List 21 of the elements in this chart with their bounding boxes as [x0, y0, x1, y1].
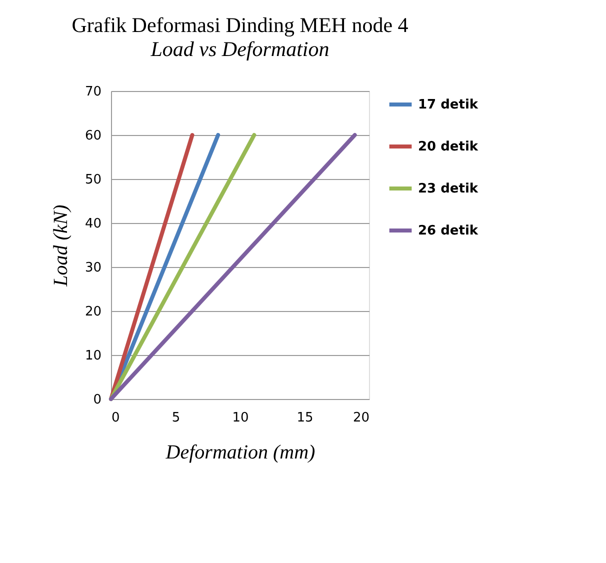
x-tick-label: 0 — [112, 410, 120, 426]
y-axis-title: Load (kN) — [50, 204, 72, 288]
y-tick-label: 0 — [93, 392, 102, 408]
y-tick-label: 20 — [84, 304, 102, 320]
y-tick-label: 10 — [84, 348, 102, 364]
y-tick-label: 30 — [84, 260, 102, 276]
y-tick-label: 40 — [84, 216, 102, 232]
chart-subtitle: Load vs Deformation — [150, 37, 330, 61]
y-tick-label: 60 — [84, 128, 102, 144]
legend-label: 17 detik — [418, 98, 478, 112]
x-tick-label: 10 — [232, 410, 249, 426]
chart-title: Grafik Deformasi Dinding MEH node 4 — [72, 13, 409, 37]
y-tick-label: 70 — [84, 84, 102, 100]
x-axis-title: Deformation (mm) — [164, 442, 316, 464]
legend-label: 23 detik — [418, 182, 478, 196]
legend-label: 20 detik — [418, 140, 478, 154]
y-tick-label: 50 — [84, 172, 102, 188]
x-tick-label: 5 — [172, 410, 180, 426]
legend-label: 26 detik — [418, 224, 478, 238]
x-tick-label: 15 — [296, 410, 314, 426]
x-tick-label: 20 — [352, 410, 370, 426]
